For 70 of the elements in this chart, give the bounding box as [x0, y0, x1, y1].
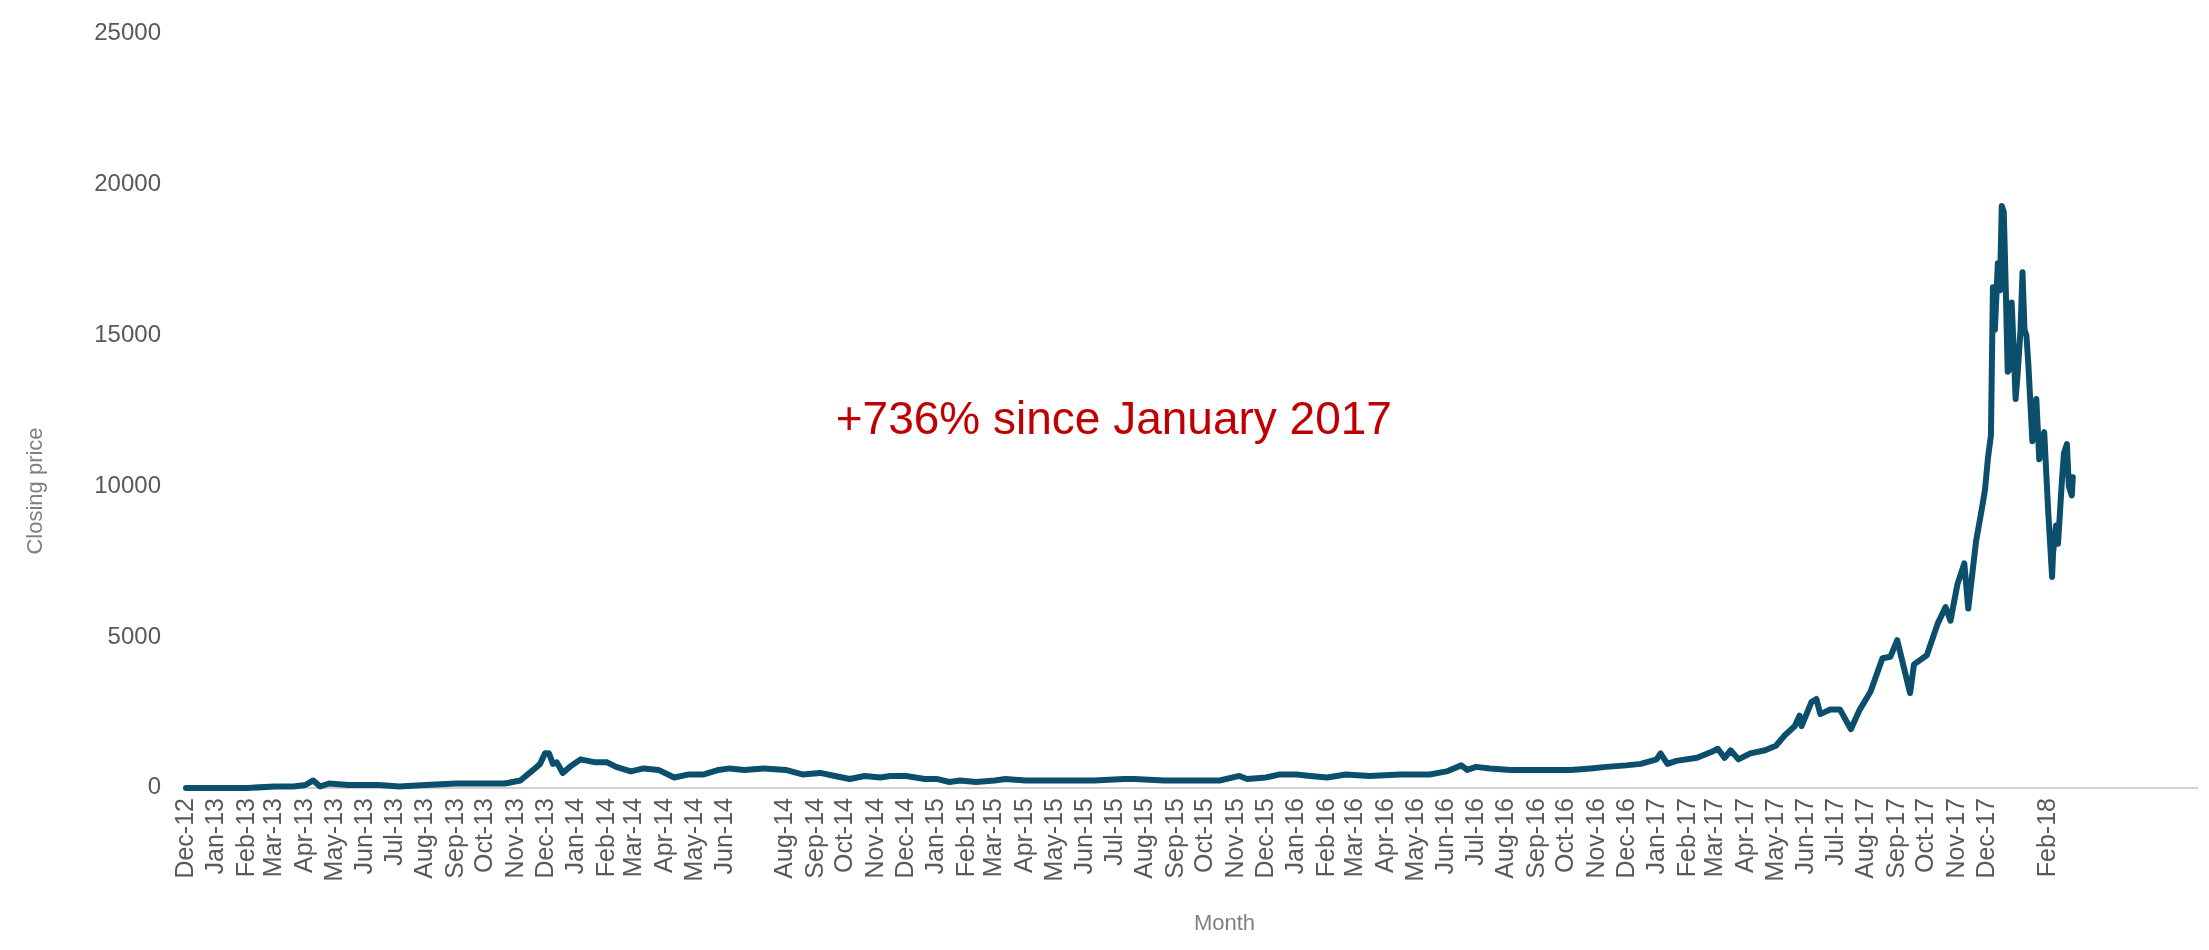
x-tick-label: Jul-13: [378, 798, 407, 867]
x-tick-label: Jul-17: [1819, 798, 1848, 867]
x-tick-label: Mar-15: [978, 798, 1007, 878]
x-tick-label: Sep-16: [1520, 798, 1549, 879]
x-tick-label: Feb-15: [950, 798, 979, 878]
x-tick-label: Jan-16: [1280, 798, 1309, 875]
x-tick-label: Dec-12: [169, 798, 198, 879]
x-tick-label: Nov-17: [1941, 798, 1970, 879]
x-tick-label: Jul-15: [1098, 798, 1127, 867]
x-tick-label: Feb-14: [590, 797, 619, 878]
x-tick-label: Sep-14: [799, 797, 828, 879]
x-tick-label: Dec-13: [529, 798, 558, 879]
x-tick-label: May-16: [1399, 798, 1428, 882]
x-tick-label: Dec-14: [889, 797, 918, 879]
x-tick-label: Mar-17: [1699, 798, 1728, 878]
x-axis-title: Month: [1193, 910, 1256, 935]
x-tick-label: Jun-17: [1790, 798, 1819, 875]
x-tick-label: Jan-13: [200, 798, 229, 875]
x-tick-label: May-17: [1759, 798, 1788, 882]
x-tick-label: May-14: [678, 797, 707, 882]
x-tick-label: Aug-13: [409, 798, 438, 879]
x-tick-label: Oct-15: [1189, 798, 1218, 874]
y-tick-label: 15000: [94, 319, 161, 347]
x-tick-label: Jun-14: [709, 797, 738, 875]
x-tick-label: Jul-16: [1459, 798, 1488, 867]
x-tick-label: Aug-16: [1490, 798, 1519, 879]
x-tick-label: Dec-15: [1249, 798, 1278, 879]
x-tick-label: Jan-17: [1641, 798, 1670, 875]
x-tick-label: Nov-13: [500, 798, 529, 879]
x-tick-label: Apr-13: [288, 798, 317, 874]
x-tick-label: Sep-17: [1880, 798, 1909, 879]
x-tick-label: Nov-15: [1220, 798, 1249, 879]
x-tick-label: Aug-17: [1850, 798, 1879, 879]
x-tick-label: Apr-16: [1369, 798, 1398, 874]
x-tick-label: Mar-16: [1339, 798, 1368, 878]
y-tick-label: 20000: [94, 169, 161, 197]
x-tick-label: Oct-13: [469, 798, 498, 874]
x-tick-label: Jun-15: [1069, 798, 1098, 875]
x-tick-label: May-15: [1038, 798, 1067, 882]
x-tick-label: Apr-14: [648, 797, 677, 874]
annotation: +736% since January 2017: [835, 391, 1392, 444]
x-tick-label: Aug-14: [769, 797, 798, 879]
x-tick-label: Apr-17: [1729, 798, 1758, 874]
x-tick-label: Apr-15: [1008, 798, 1037, 874]
x-tick-label: Feb-17: [1671, 798, 1700, 878]
x-tick-label: Jan-15: [920, 798, 949, 875]
x-tick-label: Feb-13: [230, 798, 259, 878]
x-tick-label: Jun-13: [349, 798, 378, 875]
x-tick-label: Sep-15: [1159, 798, 1188, 879]
x-tick-label: Jan-14: [560, 797, 589, 875]
x-tick-label: Mar-14: [618, 797, 647, 878]
x-tick-label: Feb-18: [2031, 798, 2060, 878]
x-tick-label: Mar-13: [258, 798, 287, 878]
x-tick-label: Sep-13: [439, 798, 468, 879]
y-tick-label: 25000: [94, 18, 161, 46]
x-tick-label: Oct-17: [1910, 798, 1939, 874]
x-tick-label: Feb-16: [1310, 798, 1339, 878]
y-axis-title: Closing price: [22, 427, 47, 555]
x-tick-label: Nov-16: [1581, 798, 1610, 879]
y-tick-label: 10000: [94, 470, 161, 498]
x-tick-label: Dec-17: [1970, 798, 1999, 879]
y-tick-label: 5000: [107, 621, 161, 649]
x-tick-label: Aug-15: [1129, 798, 1158, 879]
x-tick-label: Oct-14: [829, 797, 858, 874]
x-tick-label: Nov-14: [860, 797, 889, 879]
x-tick-label: Dec-16: [1610, 798, 1639, 879]
x-tick-label: May-13: [318, 798, 347, 882]
x-tick-label: Oct-16: [1550, 798, 1579, 874]
x-tick-label: Jun-16: [1430, 798, 1459, 875]
y-tick-label: 0: [147, 772, 161, 800]
